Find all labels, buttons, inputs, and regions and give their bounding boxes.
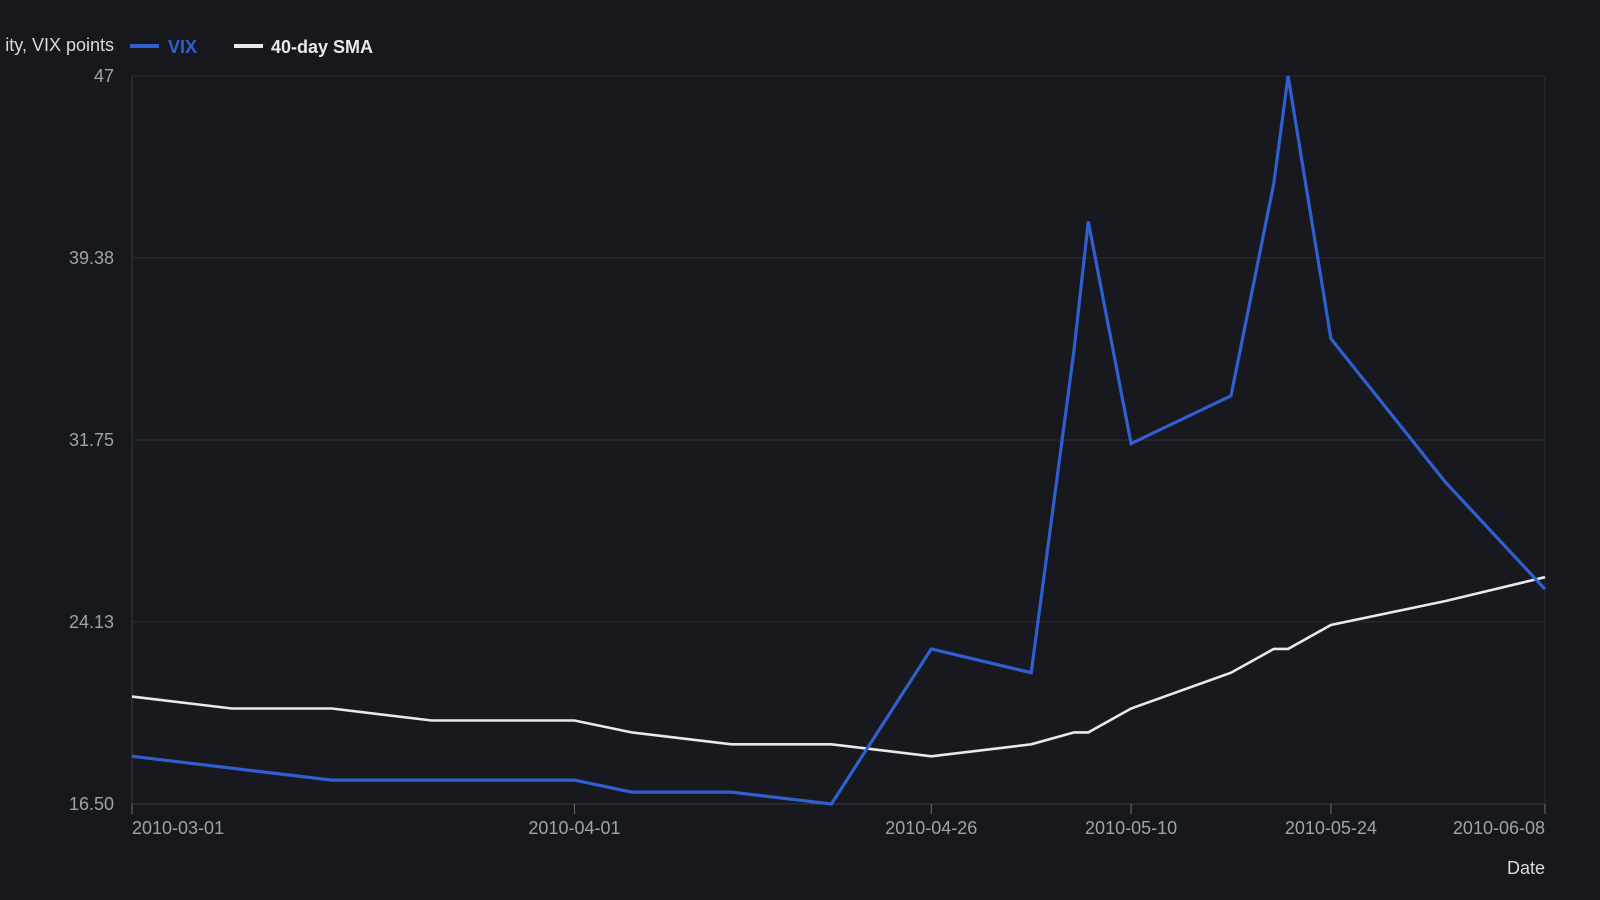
y-tick-label-0: 16.50 <box>69 794 114 814</box>
x-tick-label-4: 2010-05-24 <box>1285 818 1377 838</box>
y-tick-label-1: 24.13 <box>69 612 114 632</box>
series-line-vix <box>131 75 1547 806</box>
x-tick-label-5: 2010-06-08 <box>1453 818 1545 838</box>
x-tick-label-0: 2010-03-01 <box>132 818 224 838</box>
y-tick-label-2: 31.75 <box>69 430 114 450</box>
x-axis: 2010-03-01 2010-04-01 2010-04-26 2010-05-10… <box>131 803 1546 838</box>
series-lines <box>131 75 1547 806</box>
x-tick-label-2: 2010-04-26 <box>885 818 977 838</box>
legend-label-0: VIX <box>168 37 197 57</box>
y-tick-label-4: 47 <box>94 66 114 86</box>
legend[interactable]: ity, VIX points VIX 40-day SMA <box>5 35 373 57</box>
y-tick-label-3: 39.38 <box>69 248 114 268</box>
series-line-sma <box>131 575 1546 758</box>
x-axis-title: Date <box>1507 858 1545 878</box>
y-axis-title: ity, VIX points <box>5 35 114 55</box>
y-axis: 16.50 24.13 31.75 39.38 47 <box>69 66 133 814</box>
x-tick-label-3: 2010-05-10 <box>1085 818 1177 838</box>
x-tick-label-1: 2010-04-01 <box>528 818 620 838</box>
legend-label-1: 40-day SMA <box>271 37 373 57</box>
